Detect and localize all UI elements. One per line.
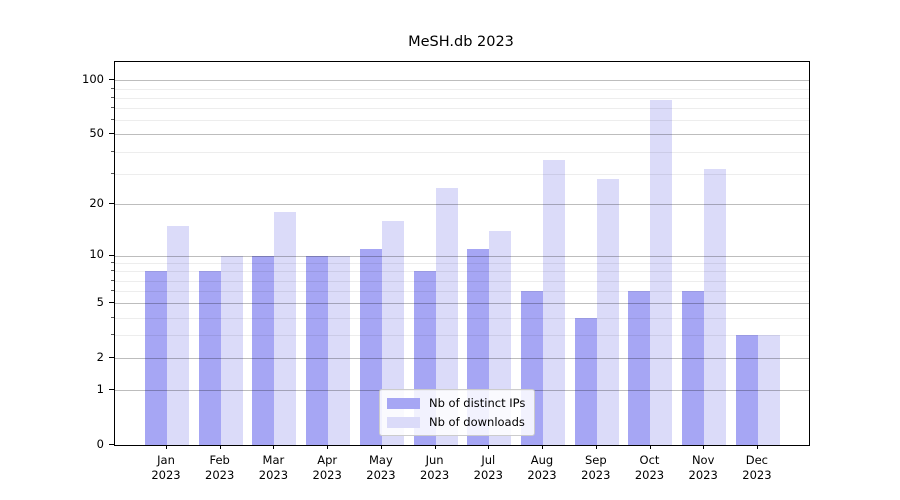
y-tick-label-10: 10	[89, 247, 104, 262]
legend-item-downloads: Nb of downloads	[387, 415, 525, 429]
x-tick-label-apr: Apr 2023	[312, 453, 342, 482]
x-tick-mark-dec	[756, 445, 758, 449]
y-minor-tick-mark-80	[111, 96, 114, 98]
bar-distinct-ips-apr	[306, 255, 329, 445]
y-minor-tick-mark-6	[111, 290, 114, 292]
bar-downloads-nov	[704, 168, 727, 445]
bar-distinct-ips-feb	[198, 271, 221, 445]
legend: Nb of distinct IPs Nb of downloads	[379, 389, 536, 436]
minor-gridline-3	[115, 335, 809, 337]
x-tick-label-jun: Jun 2023	[419, 453, 450, 482]
y-tick-mark-100	[109, 79, 114, 81]
x-tick-label-nov: Nov 2023	[688, 453, 718, 482]
legend-label-downloads: Nb of downloads	[429, 415, 525, 429]
legend-item-distinct-ips: Nb of distinct IPs	[387, 396, 525, 410]
minor-gridline-30	[115, 173, 809, 175]
minor-gridline-60	[115, 120, 809, 122]
bar-downloads-jan	[167, 225, 189, 445]
bar-distinct-ips-nov	[682, 291, 705, 445]
minor-gridline-80	[115, 97, 809, 99]
x-tick-mark-apr	[327, 445, 329, 449]
y-tick-label-0: 0	[96, 437, 104, 451]
bar-distinct-ips-mar	[252, 255, 275, 445]
x-tick-mark-sep	[595, 445, 597, 449]
x-tick-mark-feb	[219, 445, 221, 449]
major-gridline-50	[115, 134, 809, 136]
y-minor-tick-mark-3	[111, 334, 114, 336]
x-tick-label-aug: Aug 2023	[527, 453, 557, 482]
x-tick-label-jul: Jul 2023	[473, 453, 503, 482]
x-tick-label-dec: Dec 2023	[742, 453, 772, 482]
minor-gridline-8	[115, 271, 809, 273]
major-gridline-20	[115, 204, 809, 206]
minor-gridline-9	[115, 263, 809, 264]
bar-downloads-sep	[596, 178, 619, 445]
legend-swatch-downloads	[387, 416, 420, 428]
minor-gridline-7	[115, 280, 809, 282]
y-minor-tick-mark-7	[111, 279, 114, 281]
x-tick-mark-jul	[488, 445, 490, 449]
x-tick-mark-may	[380, 445, 382, 449]
y-tick-label-20: 20	[89, 196, 104, 211]
y-minor-tick-mark-30	[111, 172, 114, 174]
bar-downloads-oct	[650, 99, 673, 445]
y-tick-label-2: 2	[96, 350, 104, 365]
x-tick-label-jan: Jan 2023	[151, 453, 181, 482]
y-tick-mark-2	[109, 357, 114, 359]
legend-swatch-distinct-ips	[387, 397, 420, 409]
x-tick-mark-oct	[649, 445, 651, 449]
y-minor-tick-mark-4	[111, 316, 114, 318]
y-minor-tick-mark-90	[111, 87, 114, 89]
bar-distinct-ips-sep	[574, 317, 597, 445]
y-tick-mark-10	[109, 254, 114, 256]
x-tick-mark-jun	[434, 445, 436, 449]
plot-area	[114, 61, 810, 446]
x-tick-label-may: May 2023	[366, 453, 396, 482]
y-tick-label-1: 1	[96, 382, 104, 397]
bar-downloads-feb	[220, 255, 243, 445]
y-tick-mark-0	[109, 444, 114, 445]
y-tick-mark-5	[109, 302, 114, 304]
major-gridline-100	[115, 80, 809, 82]
y-minor-tick-mark-8	[111, 270, 114, 272]
minor-gridline-6	[115, 291, 809, 293]
bar-distinct-ips-jan	[145, 271, 167, 445]
x-tick-mark-mar	[273, 445, 275, 449]
chart-title: MeSH.db 2023	[408, 34, 514, 50]
bar-distinct-ips-may	[359, 248, 382, 445]
bar-distinct-ips-dec	[735, 335, 758, 445]
bar-downloads-apr	[328, 255, 351, 445]
y-minor-tick-mark-40	[111, 150, 114, 152]
y-tick-label-5: 5	[96, 295, 104, 310]
minor-gridline-4	[115, 317, 809, 319]
bar-downloads-jun	[435, 187, 458, 445]
y-tick-label-100: 100	[82, 72, 104, 87]
x-tick-label-sep: Sep 2023	[581, 453, 611, 482]
y-minor-tick-mark-9	[111, 262, 114, 263]
x-tick-label-feb: Feb 2023	[205, 453, 235, 482]
x-tick-label-mar: Mar 2023	[258, 453, 289, 482]
bar-distinct-ips-oct	[628, 291, 651, 445]
bar-downloads-dec	[757, 335, 780, 445]
x-tick-mark-aug	[542, 445, 543, 449]
major-gridline-2	[115, 358, 809, 360]
major-gridline-10	[115, 255, 809, 257]
legend-label-distinct-ips: Nb of distinct IPs	[429, 396, 526, 410]
minor-gridline-70	[115, 108, 809, 110]
bar-downloads-mar	[274, 212, 297, 445]
minor-gridline-40	[115, 151, 809, 153]
y-tick-mark-20	[109, 203, 114, 205]
bar-downloads-aug	[543, 159, 566, 445]
y-tick-label-50: 50	[89, 126, 104, 141]
x-tick-mark-jan	[166, 445, 167, 449]
major-gridline-5	[115, 303, 809, 305]
x-tick-mark-nov	[703, 445, 705, 449]
y-tick-mark-50	[109, 133, 114, 135]
x-tick-label-oct: Oct 2023	[634, 453, 665, 482]
y-minor-tick-mark-70	[111, 107, 114, 109]
y-minor-tick-mark-60	[111, 119, 114, 121]
y-tick-mark-1	[109, 389, 114, 391]
minor-gridline-90	[115, 88, 809, 90]
